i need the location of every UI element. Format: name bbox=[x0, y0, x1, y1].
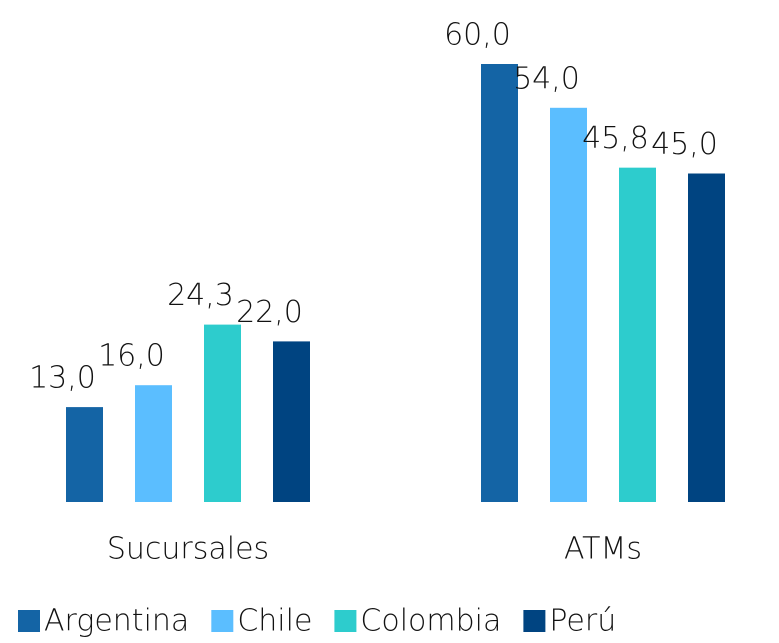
legend-label: Colombia bbox=[360, 604, 501, 639]
value-label: 16,0 bbox=[98, 339, 165, 374]
legend-label: Chile bbox=[237, 604, 312, 639]
legend-swatch bbox=[334, 610, 357, 632]
bar bbox=[619, 167, 656, 502]
bar bbox=[481, 64, 518, 502]
value-label: 13,0 bbox=[29, 361, 96, 396]
legend-swatch bbox=[211, 610, 234, 632]
bar bbox=[273, 341, 310, 502]
value-label: 45,0 bbox=[651, 127, 718, 162]
bar bbox=[550, 107, 587, 503]
x-tick-label: Sucursales bbox=[107, 532, 269, 567]
legend-swatch bbox=[18, 610, 40, 632]
value-label: 24,3 bbox=[167, 278, 234, 313]
value-label: 54,0 bbox=[513, 61, 580, 96]
legend-swatch bbox=[523, 610, 546, 632]
value-label: 60,0 bbox=[444, 18, 511, 53]
bar bbox=[688, 173, 725, 502]
value-label: 22,0 bbox=[236, 295, 303, 330]
value-label: 45,8 bbox=[582, 121, 649, 156]
bar bbox=[66, 407, 103, 502]
legend-label: Perú bbox=[549, 604, 616, 639]
legend-label: Argentina bbox=[44, 604, 189, 639]
bar bbox=[135, 385, 172, 502]
x-tick-label: ATMs bbox=[564, 532, 642, 567]
bar bbox=[204, 324, 241, 502]
